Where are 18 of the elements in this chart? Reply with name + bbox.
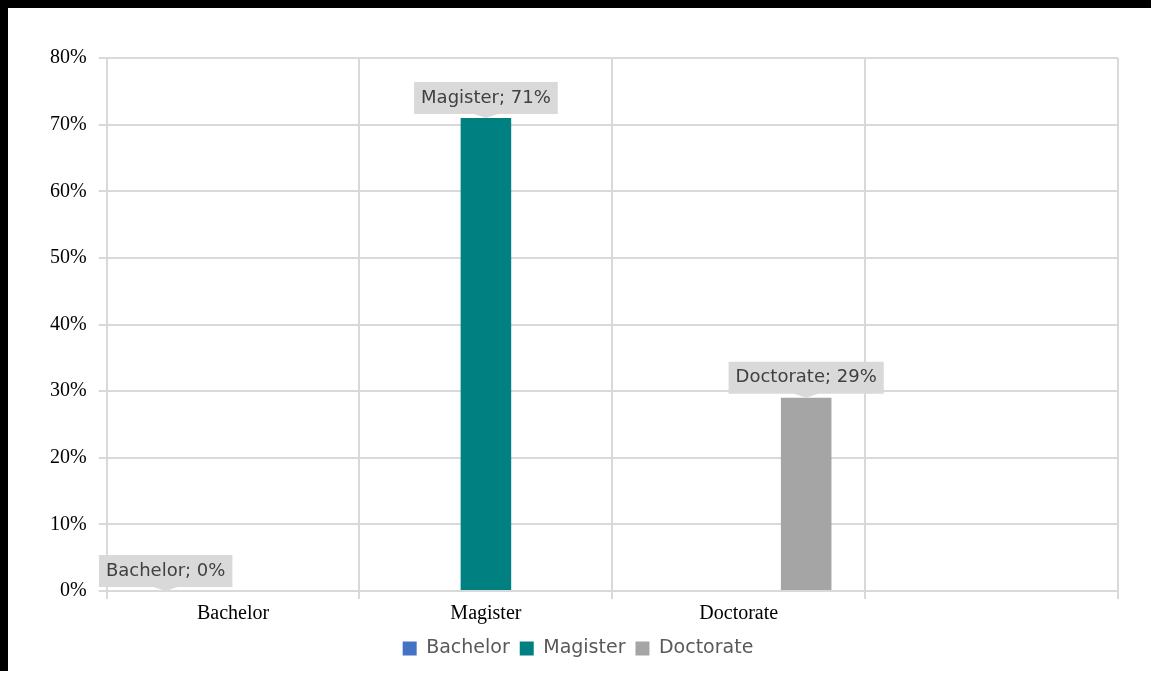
x-tick-label: Bachelor (196, 601, 270, 624)
y-tick-label: 70% (49, 111, 87, 134)
x-tick-label: Doctorate (699, 601, 779, 624)
y-tick-label: 40% (49, 311, 87, 334)
legend-label: Magister (543, 635, 626, 658)
y-tick-label: 30% (49, 378, 87, 401)
x-tick-label: Magister (450, 601, 522, 625)
y-tick-label: 10% (49, 511, 87, 534)
data-label: Bachelor; 0% (105, 558, 226, 580)
y-tick-label: 20% (49, 445, 87, 467)
legend-label: Bachelor (426, 635, 510, 658)
y-tick-label: 60% (49, 178, 87, 201)
data-label: Doctorate; 29% (735, 365, 877, 387)
y-tick-label: 80% (49, 45, 87, 68)
y-tick-label: 50% (49, 245, 87, 268)
y-tick-label: 0% (59, 578, 87, 601)
legend-label: Doctorate (658, 635, 754, 658)
data-label: Magister; 71% (421, 85, 551, 107)
